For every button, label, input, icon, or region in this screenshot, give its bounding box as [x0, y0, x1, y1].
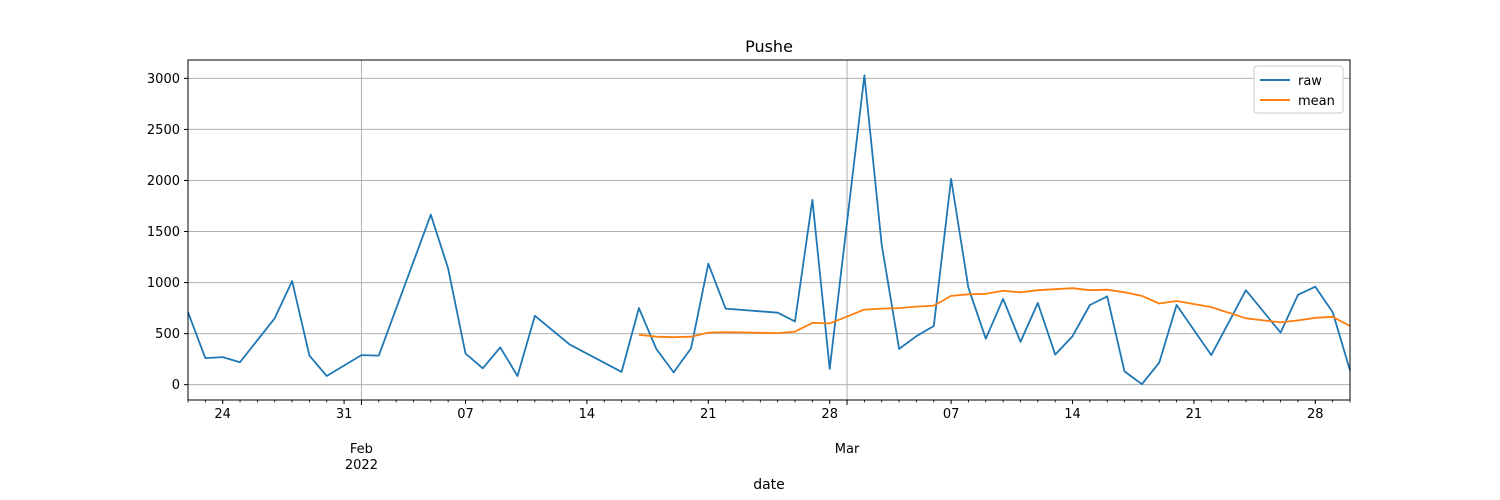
x-tick-label: 21 [1186, 407, 1203, 422]
y-tick-label: 1000 [147, 276, 180, 291]
plot-frame [187, 59, 1351, 401]
y-tick-label: 2000 [147, 174, 180, 189]
x-tick-label: 14 [1064, 407, 1081, 422]
y-tick-label: 500 [155, 327, 180, 342]
x-tick-label: Mar [835, 442, 860, 457]
x-tick-sublabel: 2022 [345, 458, 378, 473]
x-tick-label: 28 [821, 407, 838, 422]
y-tick-label: 3000 [147, 72, 180, 87]
x-tick-label: 31 [336, 407, 353, 422]
x-tick-label: 24 [214, 407, 231, 422]
legend-box [1253, 65, 1344, 114]
x-axis-label: date [753, 477, 785, 493]
x-tick-label: 07 [457, 407, 474, 422]
x-tick-label: 28 [1307, 407, 1324, 422]
y-tick-label: 0 [172, 378, 180, 393]
legend-label-mean: mean [1298, 94, 1335, 109]
series-line-raw [187, 74, 1351, 386]
y-tick-label: 2500 [147, 123, 180, 138]
y-tick-label: 1500 [147, 225, 180, 240]
x-tick-label: 07 [943, 407, 960, 422]
x-tick-label: 14 [579, 407, 596, 422]
x-tick-label: Feb [350, 442, 373, 457]
chart-title: Pushe [745, 37, 793, 56]
x-tick-label: 21 [700, 407, 717, 422]
legend-label-raw: raw [1298, 74, 1322, 89]
series-line-mean [638, 287, 1351, 339]
legend: raw mean [1253, 65, 1344, 114]
series-layer [187, 74, 1351, 386]
